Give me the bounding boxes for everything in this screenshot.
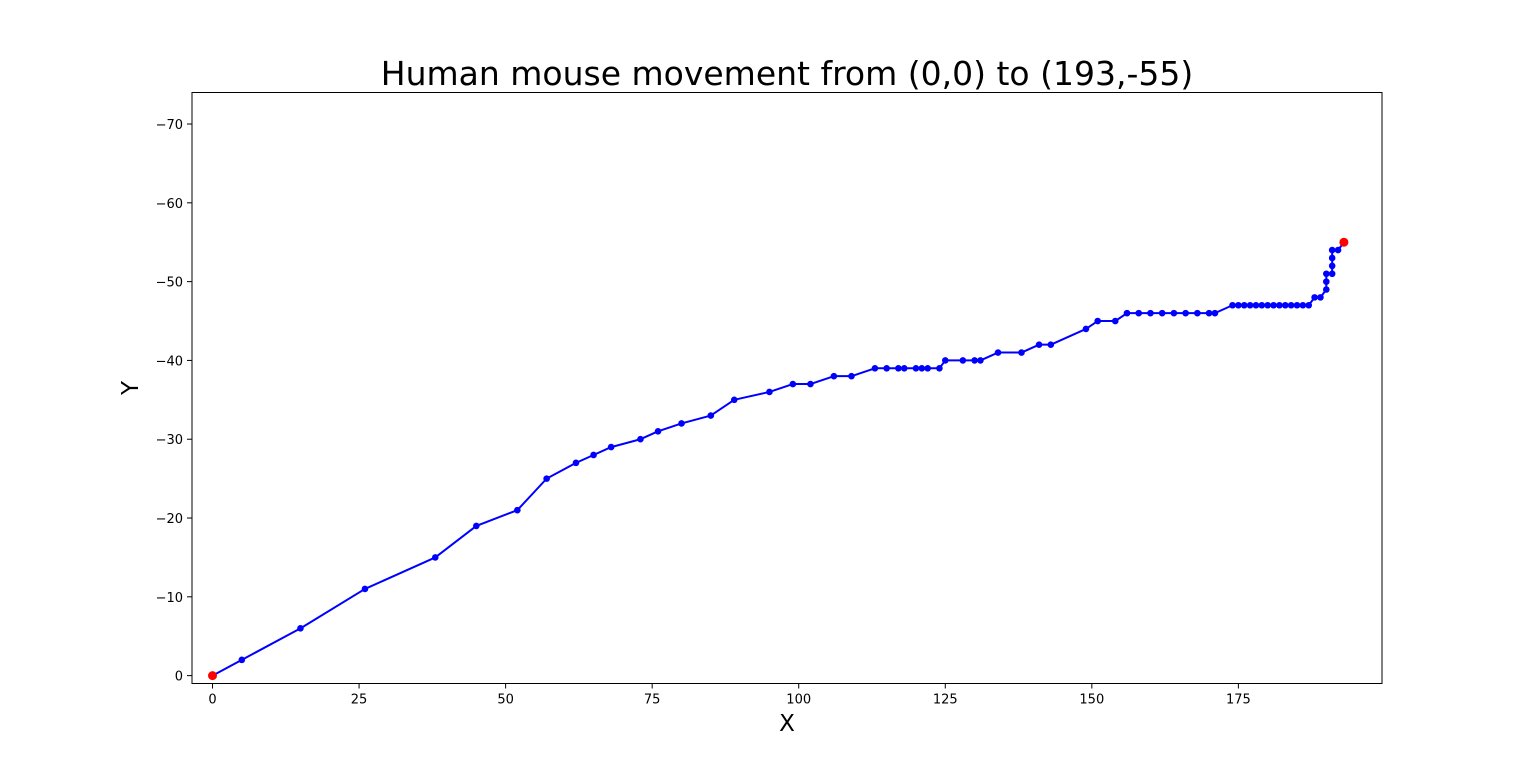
data-point — [1229, 301, 1236, 309]
data-point — [707, 412, 715, 419]
data-point — [936, 365, 943, 372]
data-point — [1111, 317, 1119, 325]
data-point — [1328, 262, 1336, 270]
y-tick-label: 0 — [175, 670, 183, 685]
data-point — [883, 365, 890, 372]
data-point — [678, 420, 685, 427]
data-point — [1270, 301, 1277, 309]
data-point — [297, 625, 304, 632]
data-point — [900, 365, 908, 372]
data-point — [766, 388, 773, 396]
y-tick-label: −60 — [156, 197, 183, 212]
data-point — [1158, 309, 1166, 317]
data-point — [1182, 309, 1189, 317]
y-tick-label: −20 — [156, 512, 183, 527]
y-axis-ticks: 0 −10 −20 −30 −40 −50 −60 −70 — [156, 118, 192, 685]
data-point — [1264, 301, 1271, 309]
x-tick-label: 175 — [1226, 693, 1251, 708]
data-point — [1205, 309, 1213, 317]
data-point — [514, 506, 521, 514]
data-point — [1246, 301, 1254, 309]
data-point — [971, 357, 978, 364]
data-point — [1287, 301, 1295, 309]
data-point — [1018, 349, 1025, 356]
data-point — [1252, 301, 1260, 309]
y-tick-label: −10 — [156, 591, 183, 606]
data-point — [848, 372, 855, 380]
data-point — [924, 365, 931, 372]
plot-area — [191, 92, 1383, 684]
data-point — [1328, 270, 1336, 278]
x-tick-label: 0 — [208, 693, 216, 708]
data-point — [607, 443, 615, 451]
data-point — [1094, 317, 1101, 325]
data-point — [994, 349, 1002, 356]
data-point — [1047, 341, 1055, 348]
data-point — [977, 357, 984, 364]
data-point — [1135, 309, 1143, 317]
y-tick-label: −40 — [156, 354, 183, 369]
x-tick-label: 125 — [933, 693, 958, 708]
data-point — [1299, 301, 1307, 309]
data-point — [1211, 309, 1219, 317]
data-point — [918, 365, 926, 372]
data-point — [1170, 309, 1178, 317]
highlight-layer — [208, 237, 1349, 681]
data-point — [1194, 309, 1201, 317]
data-point — [1147, 309, 1154, 317]
data-point — [1276, 301, 1283, 309]
x-axis-label: X — [779, 711, 795, 737]
data-point — [431, 554, 439, 561]
y-axis-label: Y — [118, 380, 144, 396]
data-point — [895, 365, 902, 372]
data-point — [1281, 301, 1289, 309]
data-point — [1334, 246, 1342, 254]
data-point — [1258, 301, 1266, 309]
data-point — [543, 475, 550, 482]
data-point — [590, 451, 597, 459]
data-point — [1123, 309, 1131, 317]
data-point — [1317, 294, 1324, 301]
data-point — [572, 459, 580, 467]
data-point — [1328, 254, 1336, 262]
data-point — [1293, 301, 1301, 309]
chart-title: Human mouse movement from (0,0) to (193,… — [381, 54, 1193, 93]
data-point — [912, 365, 920, 372]
y-tick-label: −50 — [156, 276, 183, 291]
end-point-marker — [1339, 237, 1349, 247]
series-layer — [209, 238, 1348, 679]
data-point — [830, 372, 838, 380]
x-tick-label: 75 — [644, 693, 661, 708]
data-point — [1323, 270, 1330, 278]
data-point — [1035, 341, 1043, 348]
data-point — [730, 396, 738, 404]
data-point — [637, 435, 644, 443]
x-tick-label: 25 — [351, 693, 368, 708]
data-point — [789, 380, 797, 388]
data-point — [1311, 294, 1318, 301]
data-point — [1082, 325, 1090, 333]
data-point — [1323, 278, 1330, 285]
data-point — [1240, 301, 1248, 309]
data-point — [473, 522, 480, 530]
data-point — [1328, 246, 1336, 254]
x-tick-label: 50 — [497, 693, 514, 708]
data-point — [1305, 301, 1313, 309]
x-axis-ticks: 0 25 50 75 100 125 150 175 — [208, 683, 1251, 708]
x-tick-label: 150 — [1079, 693, 1104, 708]
data-point — [941, 357, 949, 364]
start-point-marker — [208, 671, 218, 681]
data-point — [871, 365, 879, 372]
x-tick-label: 100 — [786, 693, 811, 708]
data-point — [807, 380, 814, 388]
y-tick-label: −70 — [156, 118, 183, 133]
data-point — [1323, 286, 1330, 293]
data-point — [959, 357, 967, 364]
data-point — [238, 656, 246, 664]
data-point — [1235, 301, 1242, 309]
y-tick-label: −30 — [156, 433, 183, 448]
data-point — [654, 428, 662, 435]
data-point — [361, 585, 369, 593]
